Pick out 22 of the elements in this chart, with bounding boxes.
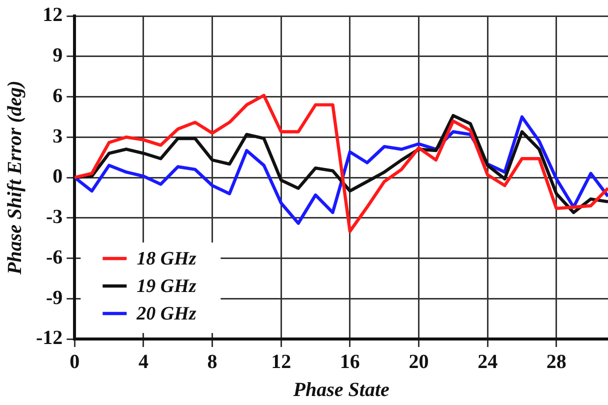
y-tick-label: -9 [46, 286, 63, 309]
y-tick-label: -3 [46, 206, 63, 228]
legend-label: 20 GHz [136, 303, 197, 324]
x-tick-label: 28 [546, 351, 566, 374]
y-tick-label: -6 [46, 246, 63, 268]
x-tick-label: 4 [138, 351, 148, 374]
y-axis-title: Phase Shift Error (deg) [4, 80, 26, 276]
x-tick-label: 24 [478, 351, 498, 374]
y-tick-label: 12 [42, 4, 63, 26]
y-tick-label: 9 [52, 44, 63, 67]
y-tick-label: 3 [52, 125, 63, 148]
y-tick-label: 6 [52, 84, 63, 107]
x-tick-label: 12 [271, 351, 292, 374]
x-tick-label: 8 [207, 351, 218, 374]
x-tick-label: 20 [408, 351, 429, 374]
y-tick-label: 0 [52, 166, 63, 188]
y-tick-label: -12 [36, 327, 63, 350]
x-tick-label: 0 [70, 351, 80, 374]
legend-label: 19 GHz [136, 276, 197, 297]
legend-label: 18 GHz [136, 248, 197, 270]
x-tick-label: 16 [340, 351, 360, 374]
x-axis-title: Phase State [292, 379, 390, 402]
